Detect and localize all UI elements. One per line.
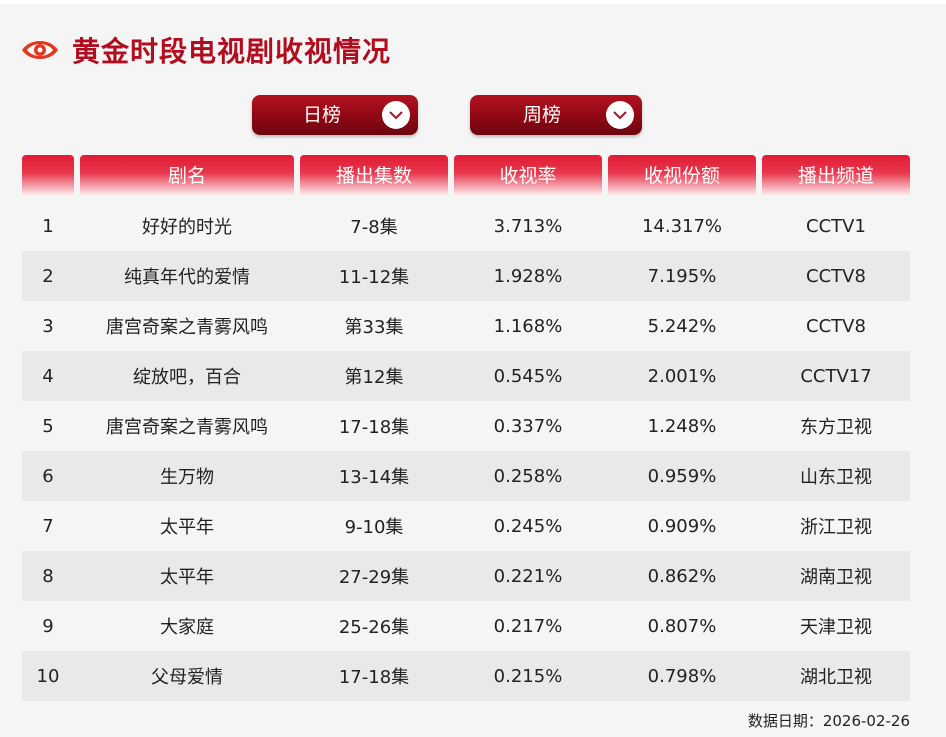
rank-cell: 2 bbox=[42, 265, 54, 287]
tab-daily-label: 日榜 bbox=[302, 104, 341, 126]
share-cell: 5.242% bbox=[647, 315, 717, 337]
top-border bbox=[0, 0, 946, 4]
table-row: 7 太平年 9-10集 0.245% 0.909% 浙江卫视 bbox=[22, 501, 910, 551]
episodes-cell: 13-14集 bbox=[338, 467, 410, 488]
title-cell: 绽放吧，百合 bbox=[133, 367, 241, 388]
episodes-cell: 第33集 bbox=[344, 317, 404, 338]
table-row: 9 大家庭 25-26集 0.217% 0.807% 天津卫视 bbox=[22, 601, 910, 651]
chevron-down-icon[interactable] bbox=[382, 101, 410, 129]
title-cell: 太平年 bbox=[160, 517, 214, 538]
rank-cell: 4 bbox=[42, 365, 54, 387]
table-row: 1 好好的时光 7-8集 3.713% 14.317% CCTV1 bbox=[22, 201, 910, 251]
share-cell: 0.862% bbox=[647, 565, 717, 587]
channel-cell: 山东卫视 bbox=[800, 467, 872, 488]
title-cell: 大家庭 bbox=[160, 617, 214, 638]
share-cell: 14.317% bbox=[641, 215, 723, 237]
rating-cell: 0.258% bbox=[493, 465, 563, 487]
episodes-cell: 9-10集 bbox=[344, 517, 404, 538]
title-cell: 太平年 bbox=[160, 567, 214, 588]
episodes-cell: 27-29集 bbox=[338, 567, 410, 588]
table-row: 4 绽放吧，百合 第12集 0.545% 2.001% CCTV17 bbox=[22, 351, 910, 401]
rating-cell: 0.245% bbox=[493, 515, 563, 537]
share-cell: 0.807% bbox=[647, 615, 717, 637]
rating-cell: 0.217% bbox=[493, 615, 563, 637]
rank-cell: 1 bbox=[42, 215, 54, 237]
rank-cell: 9 bbox=[42, 615, 54, 637]
share-cell: 1.248% bbox=[647, 415, 717, 437]
column-header-channel: 播出频道 bbox=[762, 155, 910, 195]
rank-cell: 10 bbox=[36, 665, 60, 687]
tab-weekly-label: 周榜 bbox=[522, 104, 561, 126]
channel-cell: 湖北卫视 bbox=[800, 667, 872, 688]
rating-cell: 0.221% bbox=[493, 565, 563, 587]
share-cell: 7.195% bbox=[647, 265, 717, 287]
table-row: 10 父母爱情 17-18集 0.215% 0.798% 湖北卫视 bbox=[22, 651, 910, 701]
title-cell: 生万物 bbox=[160, 467, 214, 488]
chevron-down-icon[interactable] bbox=[606, 101, 634, 129]
table-row: 2 纯真年代的爱情 11-12集 1.928% 7.195% CCTV8 bbox=[22, 251, 910, 301]
rating-cell: 1.928% bbox=[493, 265, 563, 287]
title-cell: 纯真年代的爱情 bbox=[124, 267, 250, 288]
column-header-title: 剧名 bbox=[80, 155, 294, 195]
episodes-cell: 17-18集 bbox=[338, 667, 410, 688]
episodes-cell: 7-8集 bbox=[350, 217, 398, 238]
episodes-cell: 25-26集 bbox=[338, 617, 410, 638]
share-cell: 0.909% bbox=[647, 515, 717, 537]
rank-cell: 6 bbox=[42, 465, 54, 487]
episodes-cell: 第12集 bbox=[344, 367, 404, 388]
column-header-rating: 收视率 bbox=[454, 155, 602, 195]
channel-cell: CCTV17 bbox=[800, 365, 872, 387]
rating-cell: 0.545% bbox=[493, 365, 563, 387]
header: 黄金时段电视剧收视情况 bbox=[20, 30, 391, 70]
data-date: 数据日期：2026-02-26 bbox=[747, 712, 910, 730]
title-cell: 好好的时光 bbox=[142, 217, 232, 238]
rating-cell: 0.215% bbox=[493, 665, 563, 687]
title-cell: 唐宫奇案之青雾风鸣 bbox=[106, 417, 268, 438]
eye-icon bbox=[20, 37, 60, 63]
episodes-cell: 11-12集 bbox=[338, 267, 410, 288]
page-title: 黄金时段电视剧收视情况 bbox=[72, 35, 392, 68]
table-row: 5 唐宫奇案之青雾风鸣 17-18集 0.337% 1.248% 东方卫视 bbox=[22, 401, 910, 451]
ratings-table: 剧名 播出集数 收视率 收视份额 播出频道 1 好好的时光 7-8集 3.713… bbox=[22, 155, 910, 701]
channel-cell: 东方卫视 bbox=[800, 417, 872, 438]
table-row: 8 太平年 27-29集 0.221% 0.862% 湖南卫视 bbox=[22, 551, 910, 601]
channel-cell: CCTV1 bbox=[806, 215, 866, 237]
column-header-rank bbox=[22, 155, 74, 195]
column-header-episodes: 播出集数 bbox=[300, 155, 448, 195]
title-cell: 父母爱情 bbox=[151, 667, 223, 688]
tab-weekly[interactable]: 周榜 bbox=[470, 95, 642, 135]
rank-cell: 8 bbox=[42, 565, 54, 587]
rank-cell: 3 bbox=[42, 315, 54, 337]
channel-cell: CCTV8 bbox=[806, 315, 866, 337]
table-header: 剧名 播出集数 收视率 收视份额 播出频道 bbox=[22, 155, 910, 195]
share-cell: 0.798% bbox=[647, 665, 717, 687]
column-header-share: 收视份额 bbox=[608, 155, 756, 195]
channel-cell: 浙江卫视 bbox=[800, 517, 872, 538]
share-cell: 0.959% bbox=[647, 465, 717, 487]
rank-cell: 7 bbox=[42, 515, 54, 537]
rating-cell: 1.168% bbox=[493, 315, 563, 337]
rating-cell: 3.713% bbox=[493, 215, 563, 237]
tab-daily[interactable]: 日榜 bbox=[252, 95, 418, 135]
title-cell: 唐宫奇案之青雾风鸣 bbox=[106, 317, 268, 338]
channel-cell: 湖南卫视 bbox=[800, 567, 872, 588]
table-row: 6 生万物 13-14集 0.258% 0.959% 山东卫视 bbox=[22, 451, 910, 501]
rating-cell: 0.337% bbox=[493, 415, 563, 437]
episodes-cell: 17-18集 bbox=[338, 417, 410, 438]
share-cell: 2.001% bbox=[647, 365, 717, 387]
channel-cell: 天津卫视 bbox=[800, 617, 872, 638]
channel-cell: CCTV8 bbox=[806, 265, 866, 287]
rank-cell: 5 bbox=[42, 415, 54, 437]
table-row: 3 唐宫奇案之青雾风鸣 第33集 1.168% 5.242% CCTV8 bbox=[22, 301, 910, 351]
